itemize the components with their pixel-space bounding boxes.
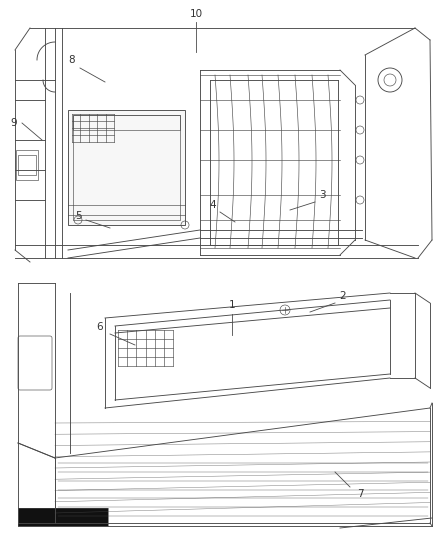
- Text: 4: 4: [210, 200, 216, 210]
- Text: 1: 1: [229, 300, 235, 310]
- Text: 9: 9: [11, 118, 18, 128]
- Text: 6: 6: [97, 322, 103, 332]
- Text: 7: 7: [357, 489, 363, 499]
- Bar: [73, 115, 180, 130]
- Bar: [18, 155, 36, 175]
- Text: 5: 5: [75, 211, 81, 221]
- Bar: [18, 508, 108, 526]
- Text: 3: 3: [319, 190, 325, 200]
- Text: 2: 2: [340, 291, 346, 301]
- Bar: [18, 508, 108, 526]
- Text: 8: 8: [69, 55, 75, 65]
- Bar: [68, 110, 185, 225]
- Text: 10: 10: [190, 9, 202, 19]
- Bar: [16, 150, 38, 180]
- Bar: [73, 115, 180, 220]
